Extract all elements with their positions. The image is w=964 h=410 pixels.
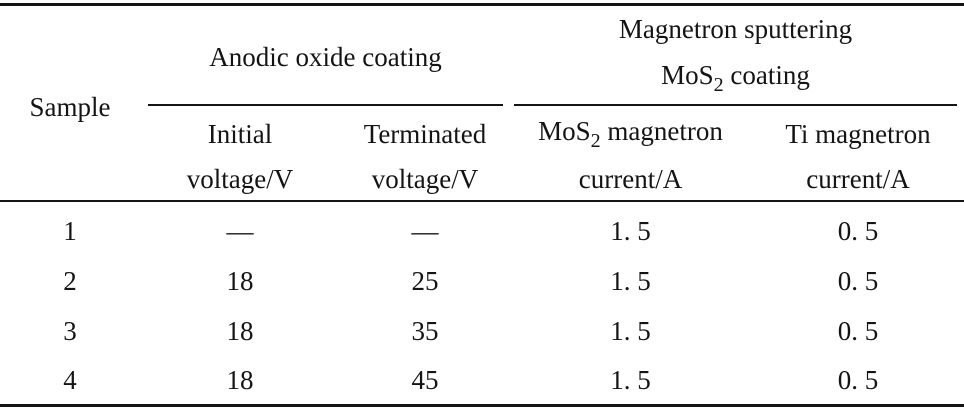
initial-voltage-header-line2: voltage/V xyxy=(186,164,294,194)
magnetron-group-rule xyxy=(514,104,957,106)
ti-current-header-line1: Ti magnetron xyxy=(785,119,931,149)
mos2-current-subscript: 2 xyxy=(590,130,601,152)
table-cell-sample: 3 xyxy=(63,316,77,346)
table-cell-ti-current: 0. 5 xyxy=(837,266,879,296)
table-cell-mos2-current: 1. 5 xyxy=(610,216,651,246)
table-cell-mos2-current: 1. 5 xyxy=(610,266,651,296)
anodic-group-rule xyxy=(148,104,503,106)
table-cell-mos2-current: 1. 5 xyxy=(610,316,651,346)
coating-text: coating xyxy=(723,60,810,90)
table-cell-mos2-current: 1. 5 xyxy=(610,365,651,395)
magnetron-coating-header-line1: Magnetron sputtering xyxy=(618,14,853,44)
mos2-current-header-line2: current/A xyxy=(578,164,683,194)
table-cell-sample: 2 xyxy=(63,266,77,296)
terminated-voltage-header-line1: Terminated xyxy=(363,119,487,149)
table-cell-initial-voltage: 18 xyxy=(226,316,254,346)
mos2-current-suffix: magnetron xyxy=(600,116,723,146)
table-cell-initial-voltage: — xyxy=(226,216,254,246)
table-cell-ti-current: 0. 5 xyxy=(837,216,879,246)
magnetron-coating-header-line2: MoS2 coating xyxy=(514,60,957,96)
table-cell-terminated-voltage: 35 xyxy=(411,316,439,346)
table-cell-terminated-voltage: — xyxy=(411,216,439,246)
table-cell-ti-current: 0. 5 xyxy=(837,316,879,346)
table-cell-ti-current: 0. 5 xyxy=(837,365,879,395)
terminated-voltage-header-line2: voltage/V xyxy=(371,164,479,194)
table-cell-initial-voltage: 18 xyxy=(226,365,254,395)
table-cell-sample: 4 xyxy=(63,365,77,395)
initial-voltage-header-line1: Initial xyxy=(207,119,273,149)
sample-header: Sample xyxy=(29,92,111,122)
table-top-rule xyxy=(0,3,964,6)
table-cell-sample: 1 xyxy=(63,216,77,246)
ti-current-header-line2: current/A xyxy=(806,164,910,194)
header-bottom-rule xyxy=(0,200,964,202)
table-cell-terminated-voltage: 25 xyxy=(411,266,439,296)
table-cell-initial-voltage: 18 xyxy=(226,266,254,296)
table-bottom-rule xyxy=(0,404,964,407)
table-cell-terminated-voltage: 45 xyxy=(411,365,439,395)
mos2-current-header-line1: MoS2 magnetron xyxy=(518,116,743,152)
mos2-text: MoS xyxy=(661,60,714,90)
anodic-coating-header: Anodic oxide coating xyxy=(209,42,442,72)
mos2-current-prefix: MoS xyxy=(538,116,591,146)
mos2-subscript: 2 xyxy=(713,74,724,96)
